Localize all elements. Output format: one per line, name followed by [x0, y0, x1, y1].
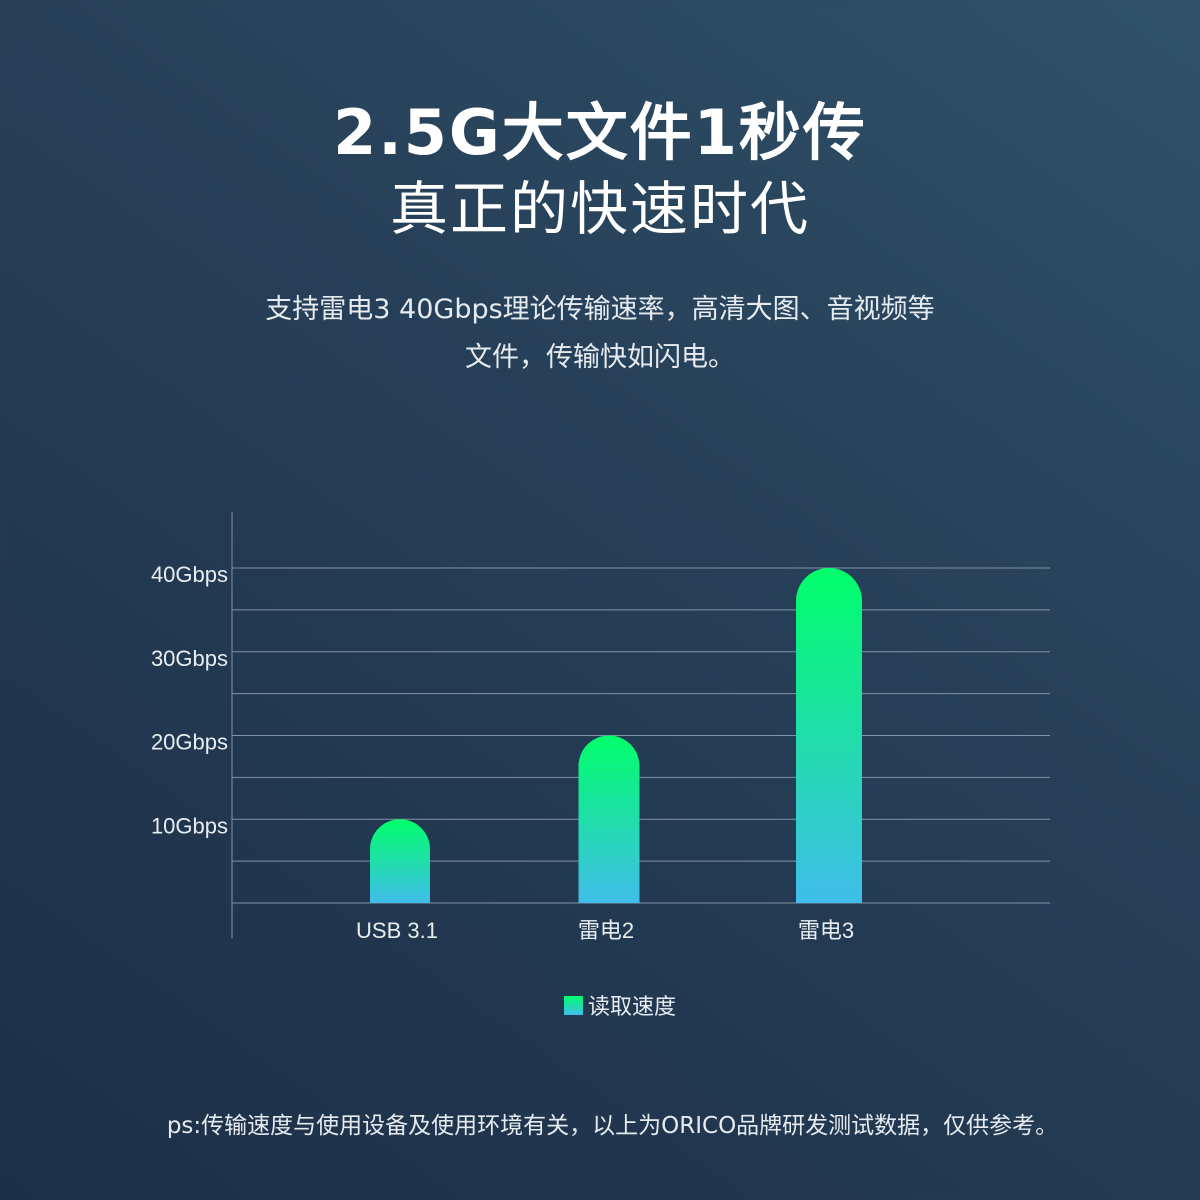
x-tick-label: 雷电2 — [578, 918, 634, 943]
legend-label: 读取速度 — [588, 994, 676, 1019]
bar — [578, 735, 640, 903]
subheadline: 真正的快速时代 — [389, 175, 810, 243]
legend-swatch — [564, 996, 583, 1015]
y-tick-label: 40Gbps — [151, 562, 228, 587]
x-tick-label: USB 3.1 — [356, 918, 438, 943]
y-tick-label: 10Gbps — [151, 813, 228, 838]
x-tick-label: 雷电3 — [798, 918, 854, 943]
y-tick-label: 20Gbps — [151, 730, 228, 755]
headline: 2.5G大文件1秒传 — [333, 96, 867, 169]
bar-chart: 10Gbps 20Gbps 30Gbps 40Gbps USB 3.1 雷电2 雷电3 读取… — [151, 512, 1050, 1019]
footnote: ps:传输速度与使用设备及使用环境有关，以上为ORICO品牌研发测试数据，仅供参… — [166, 1113, 1059, 1139]
description-line: 文件，传输快如闪电。 — [465, 342, 735, 373]
bar — [370, 819, 430, 903]
description: 支持雷电3 40Gbps理论传输速率，高清大图、音视频等 文件，传输快如闪电。 — [200, 286, 1000, 382]
y-tick-label: 30Gbps — [151, 646, 228, 671]
description-line: 支持雷电3 40Gbps理论传输速率，高清大图、音视频等 — [265, 294, 935, 325]
bar — [796, 568, 862, 903]
